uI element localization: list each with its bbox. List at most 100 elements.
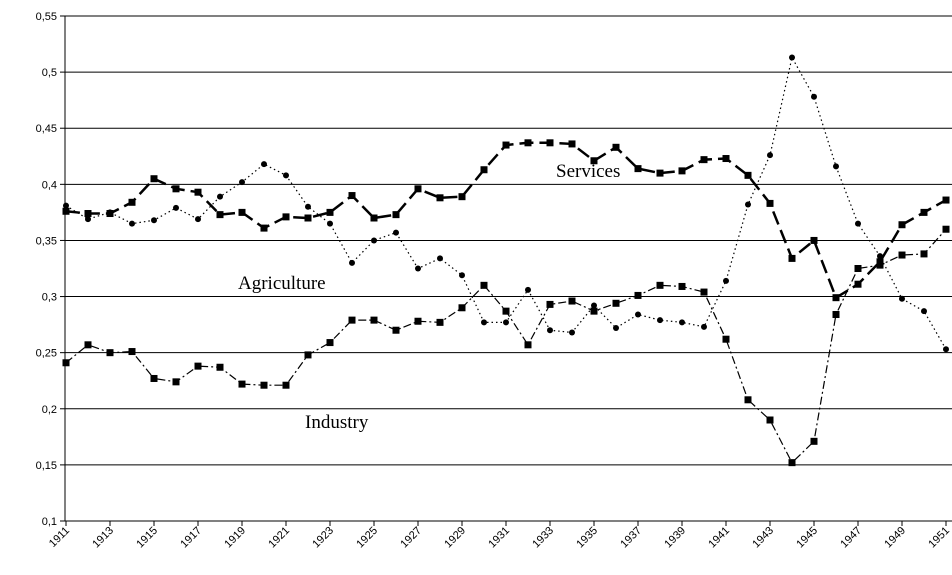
point [107, 209, 113, 216]
point [326, 339, 334, 347]
point [458, 304, 466, 312]
point [480, 166, 488, 174]
point [216, 363, 224, 371]
point [128, 348, 136, 356]
point [722, 335, 730, 343]
point [129, 220, 135, 227]
point [260, 381, 268, 389]
point [634, 165, 642, 173]
point [855, 220, 861, 227]
point [414, 317, 422, 325]
y-tick-label: 0,1 [42, 516, 57, 528]
point [568, 297, 576, 305]
point [942, 196, 950, 204]
point [150, 374, 158, 382]
point [612, 299, 620, 307]
point [789, 54, 795, 61]
point [349, 259, 355, 266]
point [613, 324, 619, 331]
point [305, 203, 311, 210]
point [150, 175, 158, 183]
x-tick-label: 1921 [266, 525, 292, 551]
point [679, 319, 685, 326]
x-tick-label: 1951 [926, 525, 952, 551]
point [348, 192, 356, 200]
x-tick-label: 1933 [530, 525, 556, 551]
point [744, 171, 752, 179]
point [194, 188, 202, 196]
point [832, 311, 840, 319]
point [525, 286, 531, 293]
point [238, 380, 246, 388]
point [502, 141, 510, 149]
point [590, 307, 598, 315]
point [415, 265, 421, 272]
point [833, 163, 839, 170]
point [546, 300, 554, 308]
y-tick-label: 0,5 [42, 67, 57, 79]
point [701, 323, 707, 330]
point [239, 179, 245, 186]
x-tick-label: 1943 [750, 525, 776, 551]
y-tick-label: 0,3 [42, 292, 57, 304]
point [612, 143, 620, 151]
point [899, 295, 905, 302]
point [766, 199, 774, 207]
point [678, 282, 686, 290]
point [282, 381, 290, 389]
point [788, 254, 796, 262]
point [942, 225, 950, 233]
x-tick-label: 1945 [794, 525, 820, 551]
point [62, 359, 70, 367]
point [151, 217, 157, 224]
point [898, 251, 906, 259]
point [811, 93, 817, 100]
x-tick-label: 1927 [398, 525, 424, 551]
x-tick-label: 1949 [882, 525, 908, 551]
point [656, 281, 664, 289]
point [503, 319, 509, 326]
point [502, 307, 510, 315]
point [657, 317, 663, 324]
x-tick-label: 1935 [574, 525, 600, 551]
point [173, 204, 179, 211]
point [854, 265, 862, 272]
point [216, 211, 224, 219]
point [84, 341, 92, 349]
point [393, 229, 399, 236]
point [84, 210, 92, 218]
y-tick-label: 0,2 [42, 404, 57, 416]
point [722, 155, 730, 163]
point [370, 214, 378, 222]
y-tick-label: 0,55 [36, 11, 57, 23]
point [172, 378, 180, 386]
y-tick-label: 0,25 [36, 348, 57, 360]
x-tick-label: 1911 [47, 525, 72, 550]
point [568, 140, 576, 148]
point [569, 329, 575, 336]
point [590, 157, 598, 165]
series-line [65, 228, 947, 464]
point [524, 341, 532, 349]
point [85, 216, 91, 223]
point [877, 253, 883, 260]
point [348, 316, 356, 324]
point [547, 327, 553, 334]
point [172, 185, 180, 193]
point [194, 362, 202, 370]
point [788, 459, 796, 467]
series-label: Agriculture [238, 273, 326, 294]
point [656, 169, 664, 177]
y-tick-label: 0,35 [36, 235, 57, 247]
point [591, 302, 597, 309]
point [700, 288, 708, 296]
point [921, 308, 927, 315]
point [920, 250, 928, 258]
point [436, 194, 444, 202]
point [128, 198, 136, 206]
x-tick-label: 1917 [178, 525, 204, 551]
point [195, 216, 201, 223]
point [370, 316, 378, 324]
